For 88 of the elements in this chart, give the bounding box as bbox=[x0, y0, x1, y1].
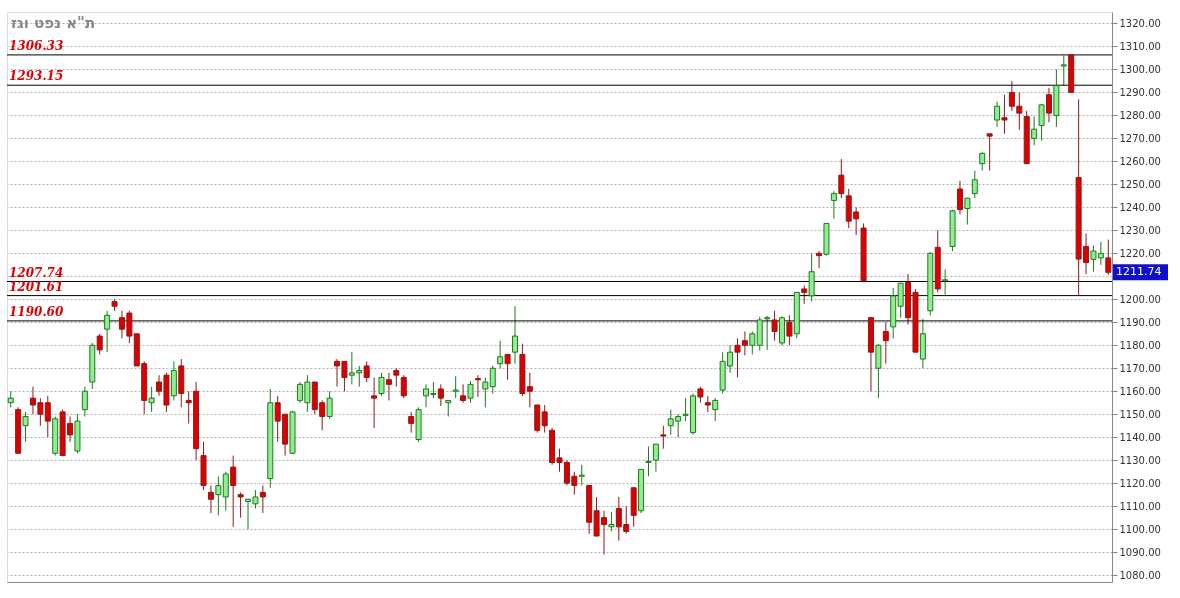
ref-line-label: 1190.60 bbox=[9, 304, 64, 319]
candlestick bbox=[652, 443, 659, 473]
y-tick-label: 1230.00 bbox=[1119, 224, 1161, 236]
y-tick-label: 1280.00 bbox=[1119, 109, 1161, 121]
candlestick bbox=[467, 380, 474, 404]
candlestick bbox=[371, 376, 378, 429]
candlestick bbox=[393, 367, 400, 388]
candlestick bbox=[771, 310, 778, 342]
candlestick bbox=[326, 390, 333, 420]
y-tick-label: 1220.00 bbox=[1119, 247, 1161, 259]
candlestick bbox=[259, 484, 266, 514]
candlestick bbox=[81, 386, 88, 418]
y-tick-label: 1250.00 bbox=[1119, 178, 1161, 190]
candlestick bbox=[875, 343, 882, 399]
candlestick bbox=[956, 180, 963, 215]
y-tick-label: 1270.00 bbox=[1119, 132, 1161, 144]
y-tick-label: 1200.00 bbox=[1119, 293, 1161, 305]
candlestick bbox=[786, 314, 793, 346]
candlestick bbox=[838, 158, 845, 199]
candlestick bbox=[363, 360, 370, 383]
candlestick bbox=[986, 133, 993, 172]
ref-line-label: 1207.74 bbox=[9, 265, 64, 280]
candlestick bbox=[474, 374, 481, 398]
candlestick bbox=[830, 190, 837, 220]
candlestick bbox=[608, 511, 615, 532]
candlestick bbox=[942, 268, 949, 296]
candlestick bbox=[578, 464, 585, 486]
y-tick-label: 1110.00 bbox=[1119, 500, 1161, 512]
candlestick bbox=[994, 101, 1001, 128]
candlestick bbox=[541, 404, 548, 434]
candlestick bbox=[645, 445, 652, 477]
candlestick bbox=[1060, 55, 1067, 87]
candlestick bbox=[104, 310, 111, 353]
candlestick bbox=[816, 250, 823, 269]
candlestick bbox=[230, 455, 237, 528]
y-tick-label: 1300.00 bbox=[1119, 63, 1161, 75]
y-tick-label: 1120.00 bbox=[1119, 477, 1161, 489]
candlestick bbox=[660, 425, 667, 450]
candlestick bbox=[764, 315, 771, 351]
y-tick-label: 1320.00 bbox=[1119, 17, 1161, 29]
candlestick bbox=[1001, 94, 1008, 135]
candlestick bbox=[378, 372, 385, 397]
candlestick bbox=[408, 411, 415, 434]
candlestick bbox=[882, 321, 889, 365]
candlestick bbox=[712, 397, 719, 422]
candlestick bbox=[801, 285, 808, 305]
ref-line-label: 1201.61 bbox=[9, 279, 64, 294]
y-tick-label: 1140.00 bbox=[1119, 431, 1161, 443]
chart-title: ת"א נפט וגז bbox=[11, 14, 96, 32]
candlestick bbox=[979, 151, 986, 172]
ref-line-label: 1293.15 bbox=[9, 69, 64, 84]
candlestick bbox=[497, 340, 504, 369]
candlestick bbox=[1031, 116, 1038, 146]
candlestick bbox=[460, 383, 467, 404]
candlestick bbox=[400, 374, 407, 399]
y-tick-label: 1150.00 bbox=[1119, 408, 1161, 420]
candlestick bbox=[971, 170, 978, 199]
y-tick-label: 1310.00 bbox=[1119, 40, 1161, 52]
y-tick-label: 1170.00 bbox=[1119, 362, 1161, 374]
text: 1211.74 bbox=[1116, 265, 1162, 279]
ref-line-label: 1306.33 bbox=[9, 38, 64, 53]
y-tick-label: 1240.00 bbox=[1119, 201, 1161, 213]
candlestick bbox=[1105, 239, 1112, 276]
candlestick bbox=[452, 375, 459, 399]
y-tick-label: 1130.00 bbox=[1119, 454, 1161, 466]
candlestick bbox=[512, 305, 518, 365]
y-tick-label: 1100.00 bbox=[1119, 523, 1161, 535]
y-tick-label: 1090.00 bbox=[1119, 546, 1161, 558]
candlestick bbox=[482, 376, 489, 408]
candlestick bbox=[749, 330, 756, 355]
candlestick bbox=[1045, 87, 1052, 123]
y-tick-label: 1190.00 bbox=[1119, 316, 1161, 328]
candlestick bbox=[385, 372, 392, 401]
candlestick bbox=[489, 365, 496, 395]
y-tick-label: 1080.00 bbox=[1119, 569, 1161, 581]
y-tick-label: 1290.00 bbox=[1119, 86, 1161, 98]
candlestick bbox=[96, 333, 103, 355]
y-tick-label: 1260.00 bbox=[1119, 155, 1161, 167]
y-tick-label: 1160.00 bbox=[1119, 385, 1161, 397]
candlestick bbox=[437, 383, 444, 407]
candlestick bbox=[237, 491, 244, 519]
candlestick bbox=[504, 353, 511, 381]
candlestick bbox=[964, 197, 971, 226]
candlestick bbox=[22, 411, 29, 443]
y-tick-label: 1180.00 bbox=[1119, 339, 1161, 351]
candlestick bbox=[148, 386, 155, 413]
candlestick bbox=[207, 484, 214, 514]
candlestick bbox=[1038, 103, 1045, 142]
